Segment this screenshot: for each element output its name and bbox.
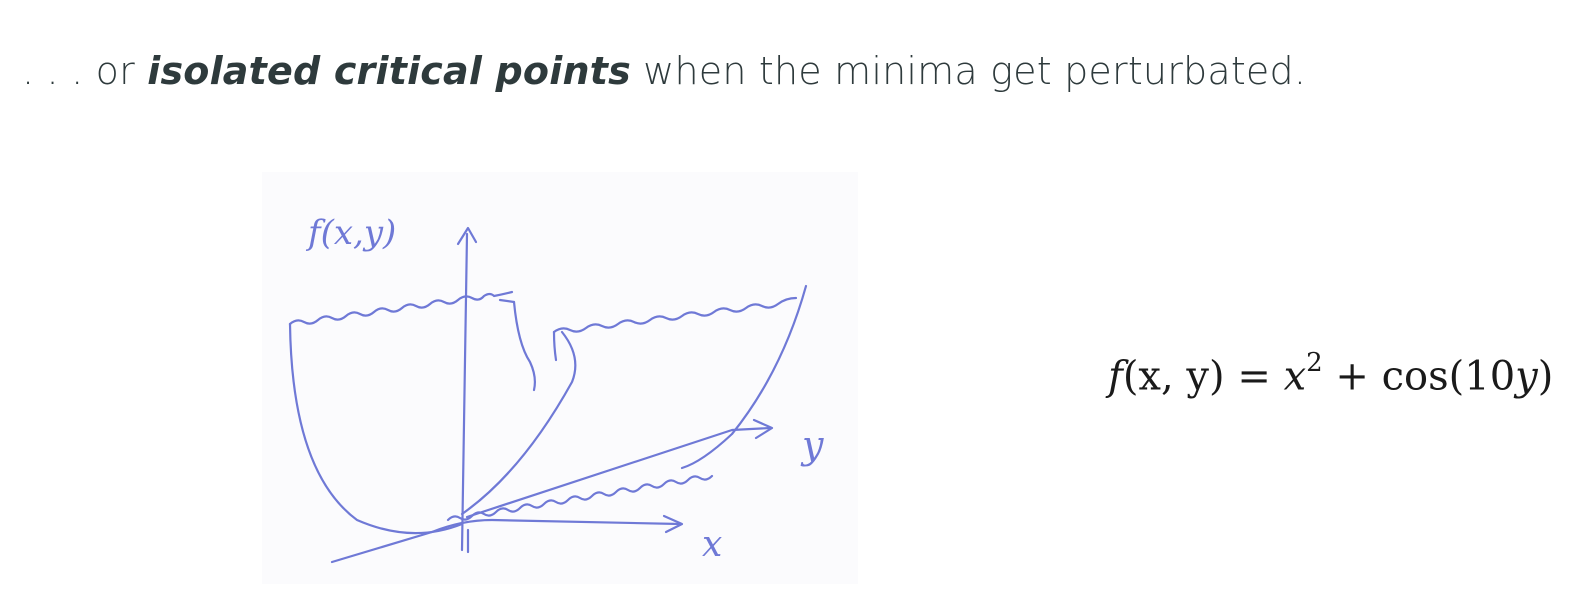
hand-drawn-surface-sketch: f(x,y) y x	[262, 172, 858, 584]
formula-cos: cos	[1381, 353, 1449, 400]
wavy-top-rim-left	[288, 290, 514, 326]
formula-exponent: 2	[1306, 348, 1323, 378]
y-axis-arrowhead	[752, 418, 774, 440]
headline-suffix: when the minima get perturbated.	[630, 49, 1307, 93]
inner-fold	[512, 300, 536, 392]
y-axis-label: y	[800, 423, 824, 467]
formula: f(x, y) = x2 + cos(10y)	[1108, 348, 1554, 400]
x-axis-arrowhead	[662, 514, 684, 534]
inner-parabola	[460, 330, 577, 516]
headline-emphasis: isolated critical points	[147, 49, 631, 93]
formula-plus: +	[1322, 353, 1382, 400]
formula-f: f	[1108, 353, 1123, 400]
formula-y: y	[1515, 353, 1538, 400]
headline-prefix: . . . or	[22, 49, 148, 93]
z-axis-label: f(x,y)	[305, 213, 396, 253]
sketch-svg: f(x,y) y x	[288, 213, 824, 565]
slide-headline: . . . or isolated critical points when t…	[22, 44, 1306, 98]
right-edge	[680, 284, 808, 470]
formula-args: (x, y)	[1122, 353, 1225, 400]
wavy-front-edge	[446, 474, 714, 522]
z-axis-line	[460, 232, 469, 552]
rim-connector	[552, 330, 558, 362]
left-parabola	[288, 322, 464, 535]
x-axis-label: x	[702, 524, 722, 565]
formula-x: x	[1283, 353, 1307, 400]
z-axis-arrowhead	[456, 226, 478, 246]
y-axis-line	[465, 426, 772, 519]
formula-close: )	[1537, 353, 1554, 400]
wavy-top-rim-right	[552, 296, 798, 334]
formula-arg: (10	[1448, 353, 1516, 400]
rim-step	[498, 298, 516, 304]
formula-equals: =	[1224, 353, 1284, 400]
x-axis-line	[330, 518, 682, 564]
